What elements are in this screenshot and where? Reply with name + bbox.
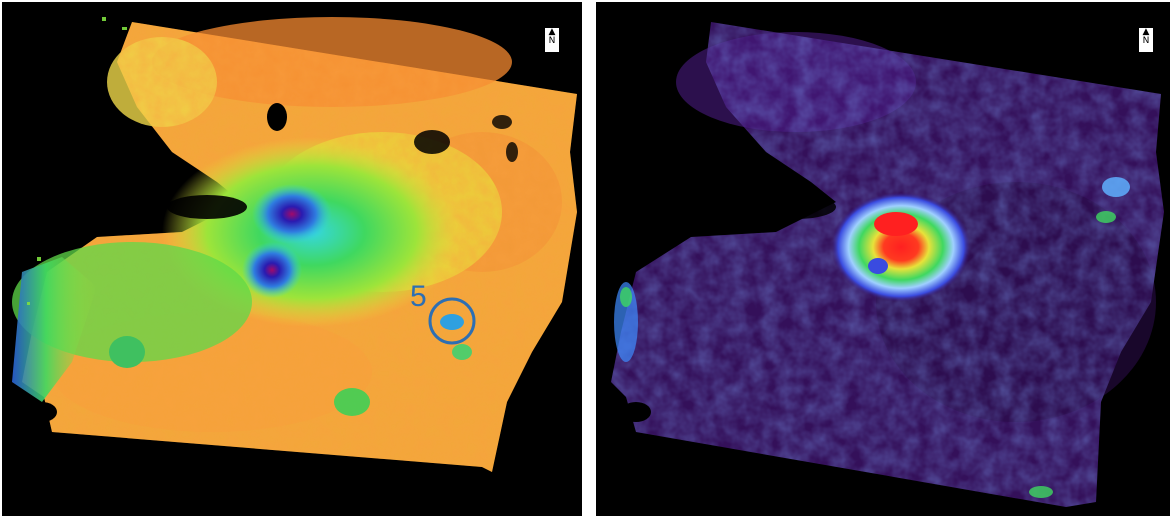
left-map-panel: 5 ▲ N [2,2,582,516]
left-map-raster [12,17,577,472]
north-arrow-icon: ▲ N [545,28,559,52]
deformation-hotspot [831,192,971,302]
deformation-center-1 [252,184,332,244]
north-arrow-icon: ▲ N [1139,28,1153,52]
deformation-center-2 [242,242,302,298]
annotation-circle [428,297,476,345]
right-map-panel: ▲ N [596,2,1170,516]
deformation-center-5 [440,314,464,330]
right-map-raster [611,22,1164,507]
annotation-label: 5 [410,280,427,313]
